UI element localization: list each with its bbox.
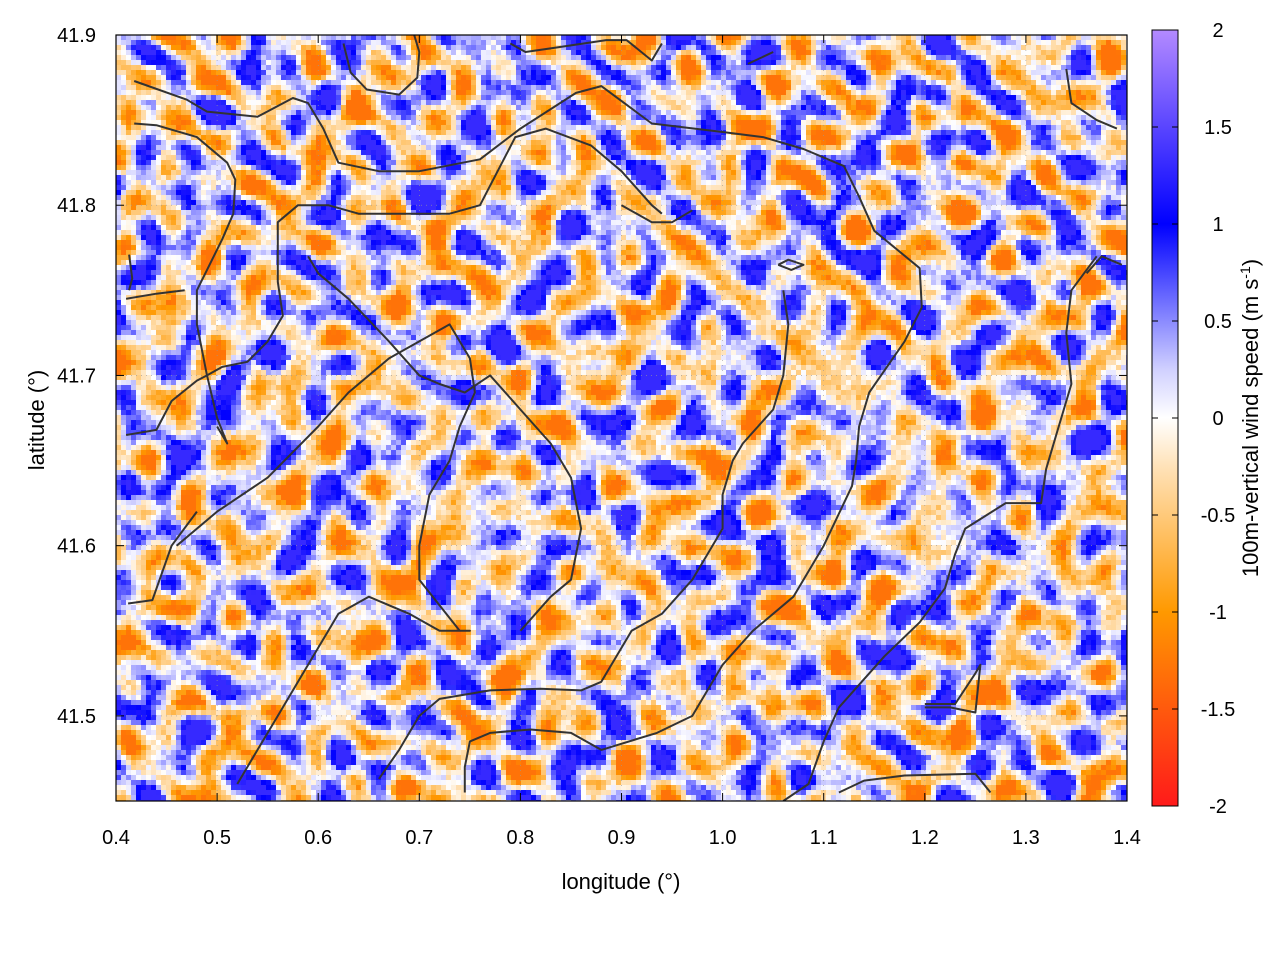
y-tick-label: 41.6 xyxy=(57,536,96,558)
x-tick-label: 0.7 xyxy=(405,827,433,849)
x-tick-label: 0.4 xyxy=(102,827,130,849)
x-tick-label: 1.0 xyxy=(709,827,737,849)
x-tick-label: 1.3 xyxy=(1012,827,1040,849)
x-tick-label: 1.1 xyxy=(810,827,838,849)
colorbar-tick-label: 0.5 xyxy=(1204,311,1232,333)
y-tick-label: 41.9 xyxy=(57,25,96,47)
x-tick-label: 0.5 xyxy=(203,827,231,849)
colorbar-tick-label: -1 xyxy=(1209,602,1227,624)
y-tick-label: 41.5 xyxy=(57,706,96,728)
colorbar-title-superscript: -1 xyxy=(1237,266,1253,279)
colorbar-title-end: ) xyxy=(1238,259,1263,266)
colorbar-tick-label: 2 xyxy=(1212,20,1223,42)
x-tick-label: 1.4 xyxy=(1113,827,1141,849)
colorbar-title: 100m-vertical wind speed (m s-1) xyxy=(1237,259,1263,577)
colorbar-tick-label: -1.5 xyxy=(1201,699,1235,721)
colorbar-tick-label: 0 xyxy=(1212,408,1223,430)
colorbar-tick-label: 1.5 xyxy=(1204,117,1232,139)
colorbar: 2 1.5 1 0.5 0 -0.5 -1 -1.5 -2 xyxy=(1152,20,1235,818)
x-tick-label: 1.2 xyxy=(911,827,939,849)
x-tick-label: 0.8 xyxy=(506,827,534,849)
colorbar-tick-label: 1 xyxy=(1212,214,1223,236)
colorbar-tick-label: -0.5 xyxy=(1201,505,1235,527)
x-axis-title: longitude (°) xyxy=(562,869,681,894)
colorbar-tick-label: -2 xyxy=(1209,796,1227,818)
y-axis-title: latitude (°) xyxy=(24,370,49,471)
y-tick-label: 41.8 xyxy=(57,195,96,217)
x-tick-label: 0.6 xyxy=(304,827,332,849)
heatmap-field xyxy=(116,35,1132,806)
y-tick-label: 41.7 xyxy=(57,365,96,387)
colorbar-title-main: 100m-vertical wind speed (m s xyxy=(1238,279,1263,577)
x-tick-label: 0.9 xyxy=(608,827,636,849)
